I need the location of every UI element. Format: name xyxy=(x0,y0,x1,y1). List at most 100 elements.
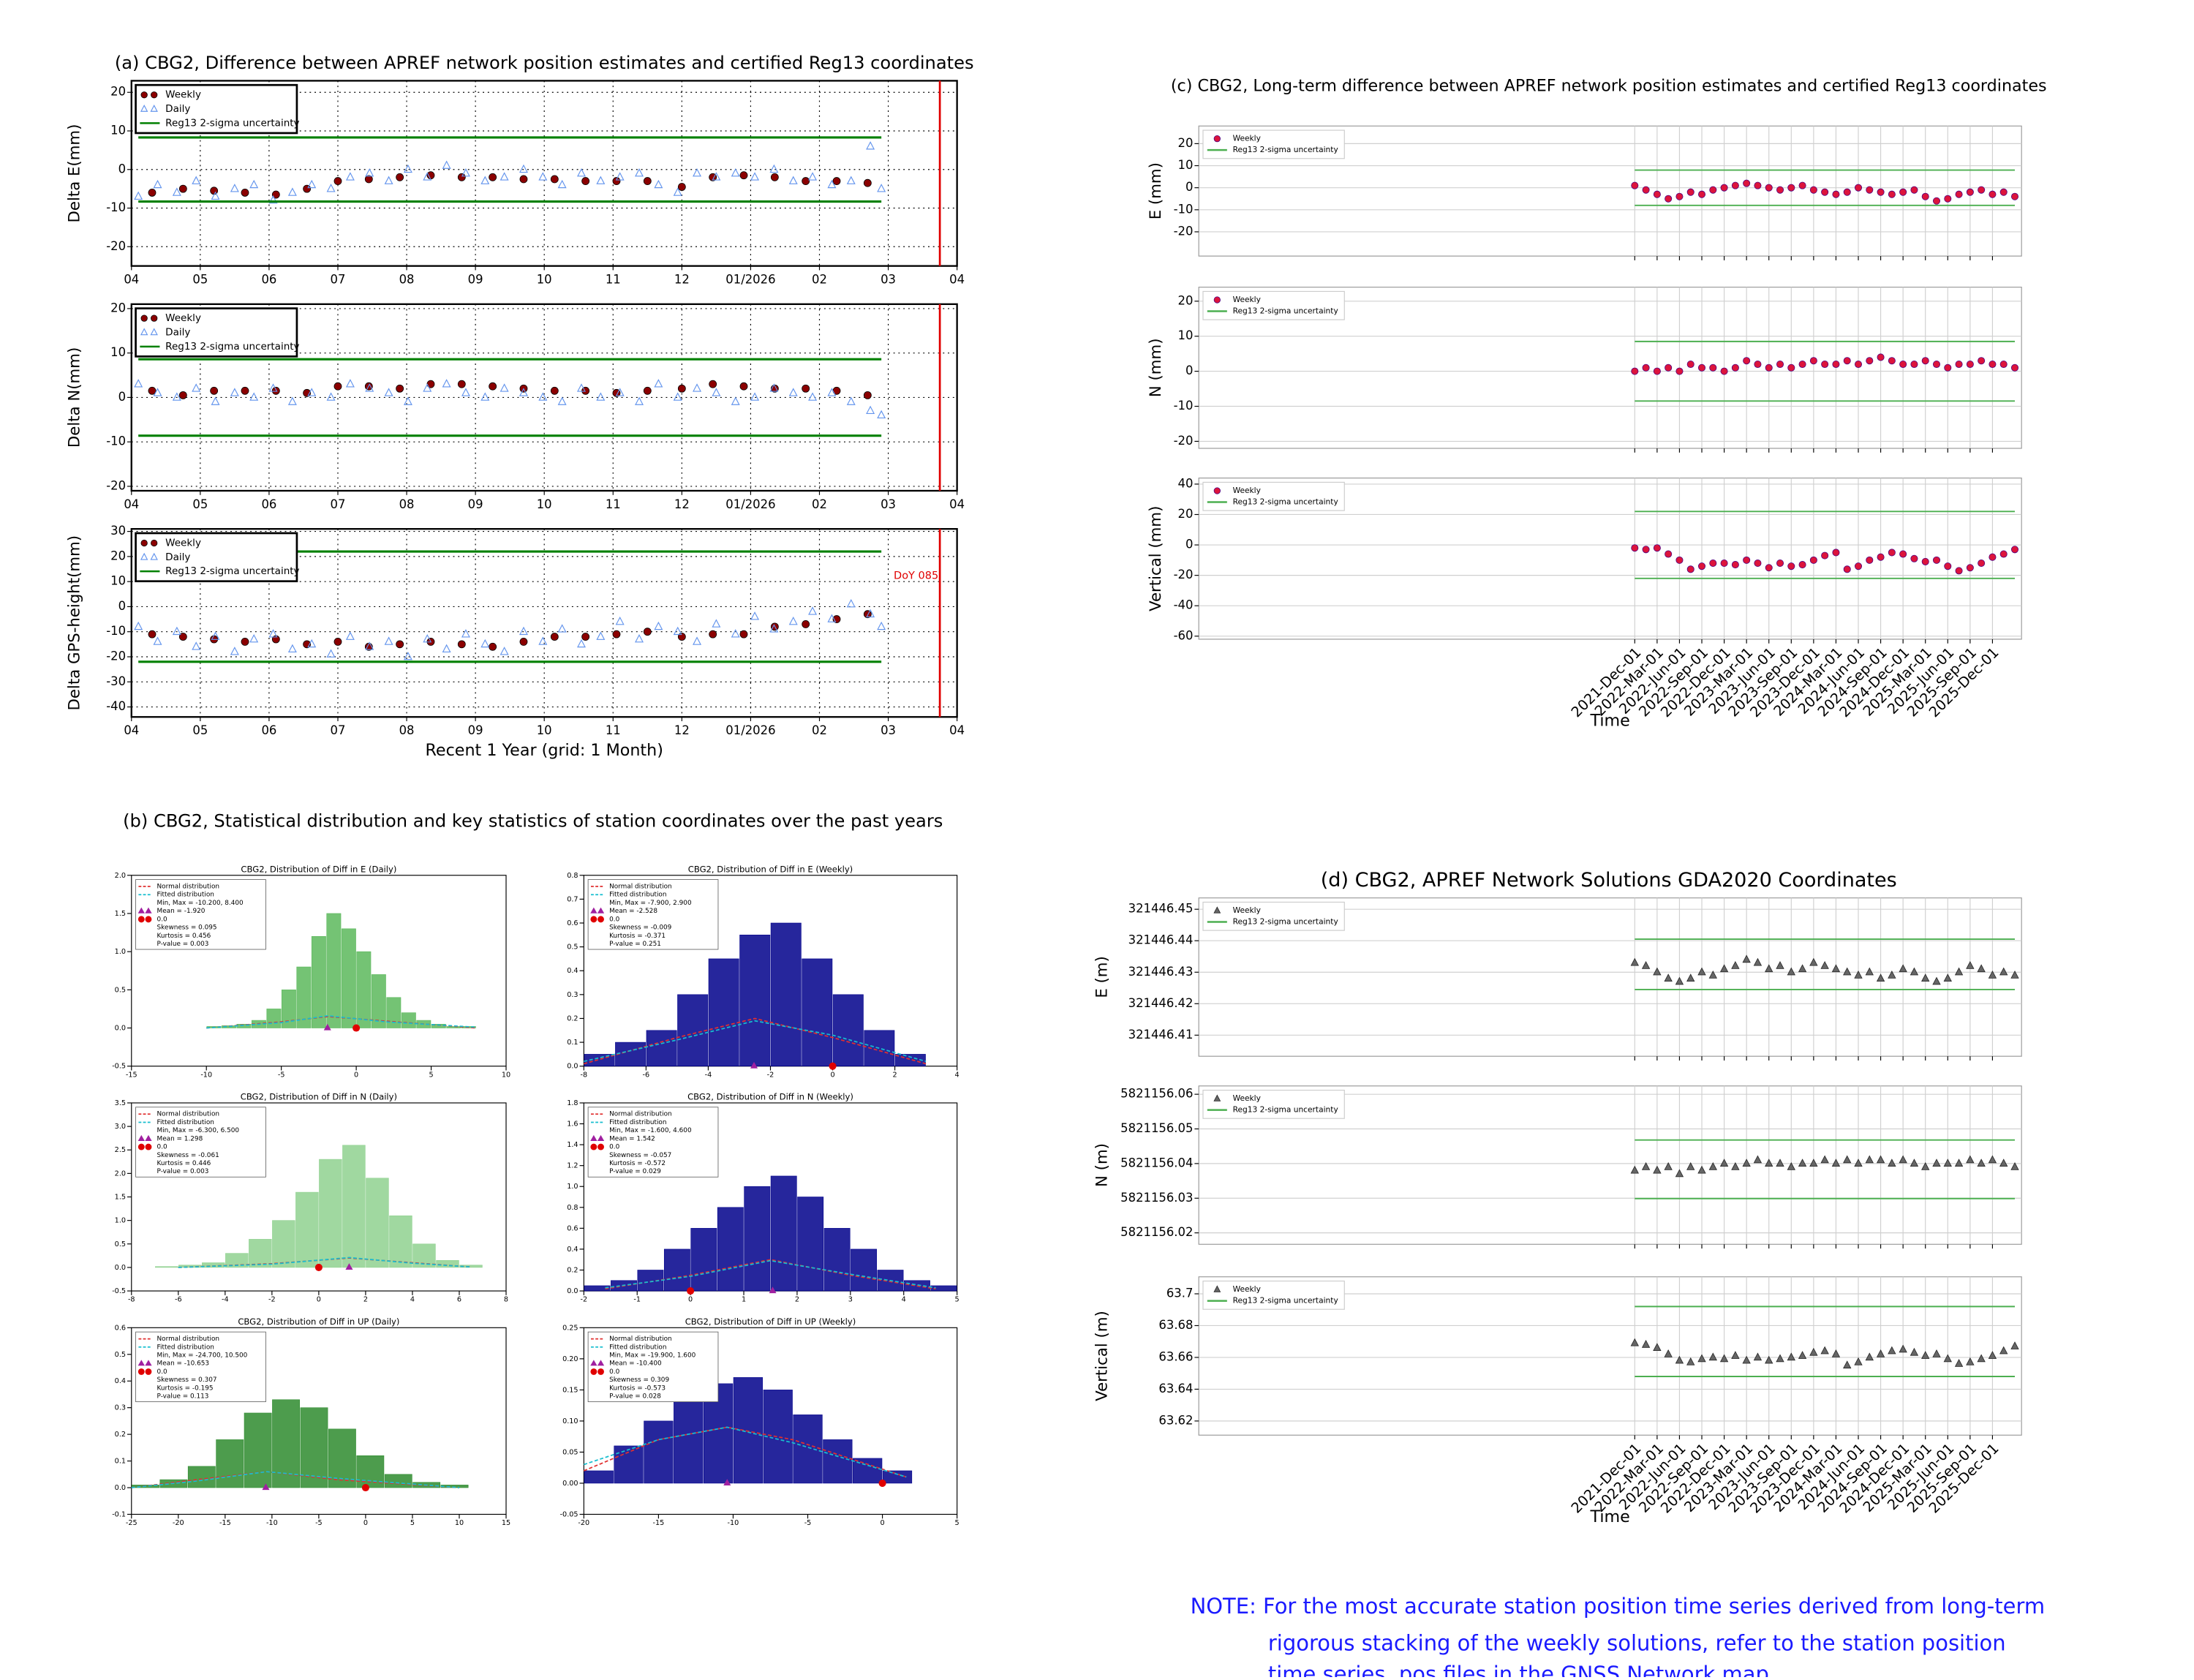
y-axis-label: E (m) xyxy=(1093,956,1112,998)
marker xyxy=(1921,357,1929,365)
y-tick-label: 30 xyxy=(110,524,126,538)
marker xyxy=(333,177,342,185)
marker xyxy=(1776,961,1784,969)
marker xyxy=(480,176,490,184)
bar xyxy=(342,1145,366,1268)
legend-box xyxy=(135,1331,266,1402)
bar xyxy=(584,1285,611,1292)
y-tick-label: 20 xyxy=(1178,293,1194,307)
bar xyxy=(823,1439,853,1484)
legend-swatch xyxy=(150,552,158,560)
y-tick-label: 0.5 xyxy=(567,943,578,952)
x-tick-label: -15 xyxy=(219,1519,231,1527)
marker xyxy=(1675,1169,1684,1178)
legend-swatch xyxy=(151,539,158,547)
marker xyxy=(519,388,528,396)
legend-swatch xyxy=(590,1368,597,1375)
bar xyxy=(717,1207,744,1292)
marker xyxy=(643,628,652,636)
marker xyxy=(550,175,559,184)
x-tick-label: 12 xyxy=(674,723,690,737)
legend-swatch xyxy=(140,314,148,322)
x-tick-label: 04 xyxy=(124,723,139,737)
marker xyxy=(1754,360,1762,369)
legend-box xyxy=(135,1107,266,1178)
bar xyxy=(770,922,802,1067)
y-tick-label: 0 xyxy=(1185,538,1193,551)
chart-title: CBG2, Distribution of Diff in E (Daily) xyxy=(241,865,396,875)
marker xyxy=(1686,1162,1695,1170)
x-tick-label: 0 xyxy=(317,1296,321,1304)
legend-swatch xyxy=(1213,296,1221,304)
marker xyxy=(1731,1162,1740,1170)
bar xyxy=(663,1248,690,1292)
y-tick-label: 63.68 xyxy=(1158,1318,1193,1332)
y-tick-label: 0.5 xyxy=(115,986,126,994)
x-tick-label: 07 xyxy=(331,272,346,286)
marker xyxy=(364,175,373,184)
legend-label: Reg13 2-sigma uncertainty xyxy=(165,117,299,129)
legend-box xyxy=(135,307,298,358)
bar xyxy=(584,1054,615,1067)
bar xyxy=(300,1407,328,1488)
marker xyxy=(1966,1357,1975,1366)
marker xyxy=(808,172,818,181)
bar xyxy=(341,928,356,1028)
marker xyxy=(1831,964,1841,973)
marker xyxy=(1776,360,1784,369)
y-tick-label: 0.0 xyxy=(115,1484,126,1492)
distribution-curve xyxy=(584,1426,907,1478)
y-tick-label: 0.7 xyxy=(567,895,578,903)
marker xyxy=(396,384,404,393)
marker xyxy=(1843,1360,1852,1368)
marker xyxy=(1888,549,1896,557)
bar xyxy=(225,1253,249,1268)
marker xyxy=(1708,970,1717,979)
marker xyxy=(1821,188,1829,196)
marker xyxy=(271,386,280,395)
marker xyxy=(1719,1159,1729,1167)
bar xyxy=(584,1470,614,1484)
marker xyxy=(307,388,317,396)
marker xyxy=(1899,550,1907,558)
marker xyxy=(770,173,779,181)
y-tick-label: 63.62 xyxy=(1158,1413,1193,1427)
marker xyxy=(1754,181,1762,189)
x-tick-label: 11 xyxy=(606,723,621,737)
bar xyxy=(763,1390,793,1484)
x-tick-label: 0 xyxy=(880,1519,884,1527)
bar xyxy=(319,1159,342,1268)
stat-text: Kurtosis = -0.572 xyxy=(609,1160,666,1167)
marker xyxy=(596,631,606,640)
legend-swatch xyxy=(597,1368,604,1375)
marker xyxy=(1753,1352,1763,1361)
legend-box xyxy=(587,1107,719,1178)
y-tick-label: 63.66 xyxy=(1158,1349,1193,1363)
legend-label: Normal distribution xyxy=(157,884,220,891)
y-tick-label: 0.6 xyxy=(567,919,578,927)
marker xyxy=(396,640,404,649)
marker xyxy=(673,187,682,196)
stat-text: 0.0 xyxy=(609,1144,619,1151)
bar xyxy=(296,966,312,1028)
marker xyxy=(1865,967,1874,976)
marker xyxy=(1999,360,2008,369)
marker xyxy=(788,388,798,396)
x-tick-label: 01/2026 xyxy=(725,497,775,511)
legend-swatch xyxy=(137,1368,145,1375)
legend-swatch xyxy=(1213,135,1221,143)
legend-label: Fitted distribution xyxy=(609,1119,666,1126)
marker xyxy=(846,176,856,184)
chart-title: CBG2, Distribution of Diff in UP (Weekly… xyxy=(685,1316,856,1327)
y-axis-label: N (m) xyxy=(1093,1143,1112,1187)
marker xyxy=(1642,186,1650,194)
legend-label: Weekly xyxy=(165,538,201,549)
marker xyxy=(1910,1347,1919,1356)
marker xyxy=(1653,967,1662,976)
stat-text: P-value = 0.029 xyxy=(609,1168,661,1175)
marker xyxy=(1686,188,1694,196)
x-tick-label: 0 xyxy=(688,1296,693,1304)
marker xyxy=(550,633,559,641)
y-tick-label: 5821156.03 xyxy=(1120,1191,1193,1205)
marker xyxy=(1787,967,1795,976)
